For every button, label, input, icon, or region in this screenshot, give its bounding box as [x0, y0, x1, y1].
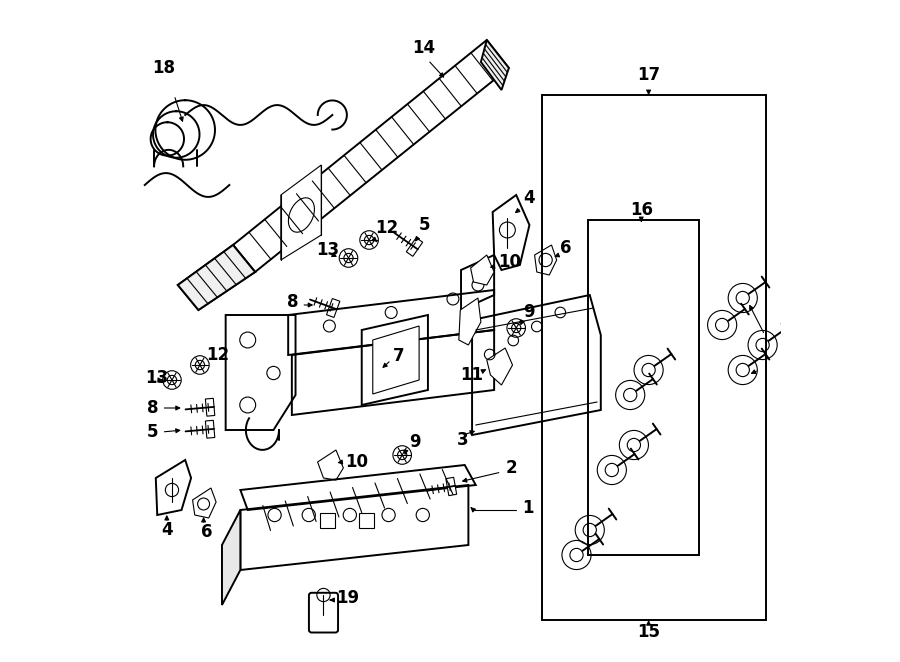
- Polygon shape: [373, 326, 419, 394]
- Bar: [320, 514, 335, 528]
- Text: 14: 14: [412, 39, 435, 57]
- Text: 6: 6: [202, 523, 213, 541]
- Polygon shape: [492, 195, 529, 270]
- Text: 3: 3: [457, 431, 469, 449]
- Polygon shape: [459, 298, 481, 345]
- Text: 2: 2: [505, 459, 517, 477]
- Text: 9: 9: [410, 433, 421, 451]
- Polygon shape: [481, 40, 508, 90]
- Text: 13: 13: [316, 241, 339, 259]
- Polygon shape: [156, 460, 191, 515]
- Polygon shape: [327, 299, 340, 318]
- Text: 19: 19: [336, 589, 359, 607]
- Polygon shape: [487, 348, 512, 385]
- Text: 15: 15: [637, 623, 660, 641]
- Bar: [359, 514, 374, 528]
- Polygon shape: [205, 420, 215, 438]
- Text: 16: 16: [630, 201, 652, 219]
- Polygon shape: [222, 510, 240, 605]
- Text: 4: 4: [162, 521, 174, 539]
- Polygon shape: [446, 477, 456, 496]
- Polygon shape: [471, 255, 494, 285]
- Bar: [542, 95, 766, 620]
- Text: 5: 5: [147, 423, 158, 441]
- Text: 7: 7: [392, 347, 404, 365]
- Text: 4: 4: [524, 189, 536, 207]
- Text: 6: 6: [561, 239, 572, 257]
- Polygon shape: [318, 450, 343, 480]
- Text: 1: 1: [522, 499, 534, 517]
- Polygon shape: [193, 488, 216, 518]
- Bar: [589, 220, 698, 555]
- Text: 10: 10: [346, 453, 369, 471]
- FancyBboxPatch shape: [309, 592, 338, 632]
- Text: 12: 12: [375, 219, 398, 237]
- Text: 17: 17: [637, 66, 661, 84]
- Text: 8: 8: [287, 293, 298, 311]
- Polygon shape: [178, 245, 255, 310]
- Polygon shape: [406, 238, 423, 256]
- Text: 10: 10: [498, 253, 521, 271]
- Text: 5: 5: [419, 216, 430, 234]
- Text: 9: 9: [524, 303, 536, 321]
- Text: 8: 8: [147, 399, 158, 417]
- Polygon shape: [535, 245, 557, 275]
- Polygon shape: [281, 165, 321, 260]
- Text: 12: 12: [206, 346, 229, 364]
- Text: 13: 13: [145, 369, 168, 387]
- Text: 18: 18: [152, 59, 176, 77]
- Polygon shape: [205, 399, 215, 416]
- Text: 11: 11: [460, 366, 483, 384]
